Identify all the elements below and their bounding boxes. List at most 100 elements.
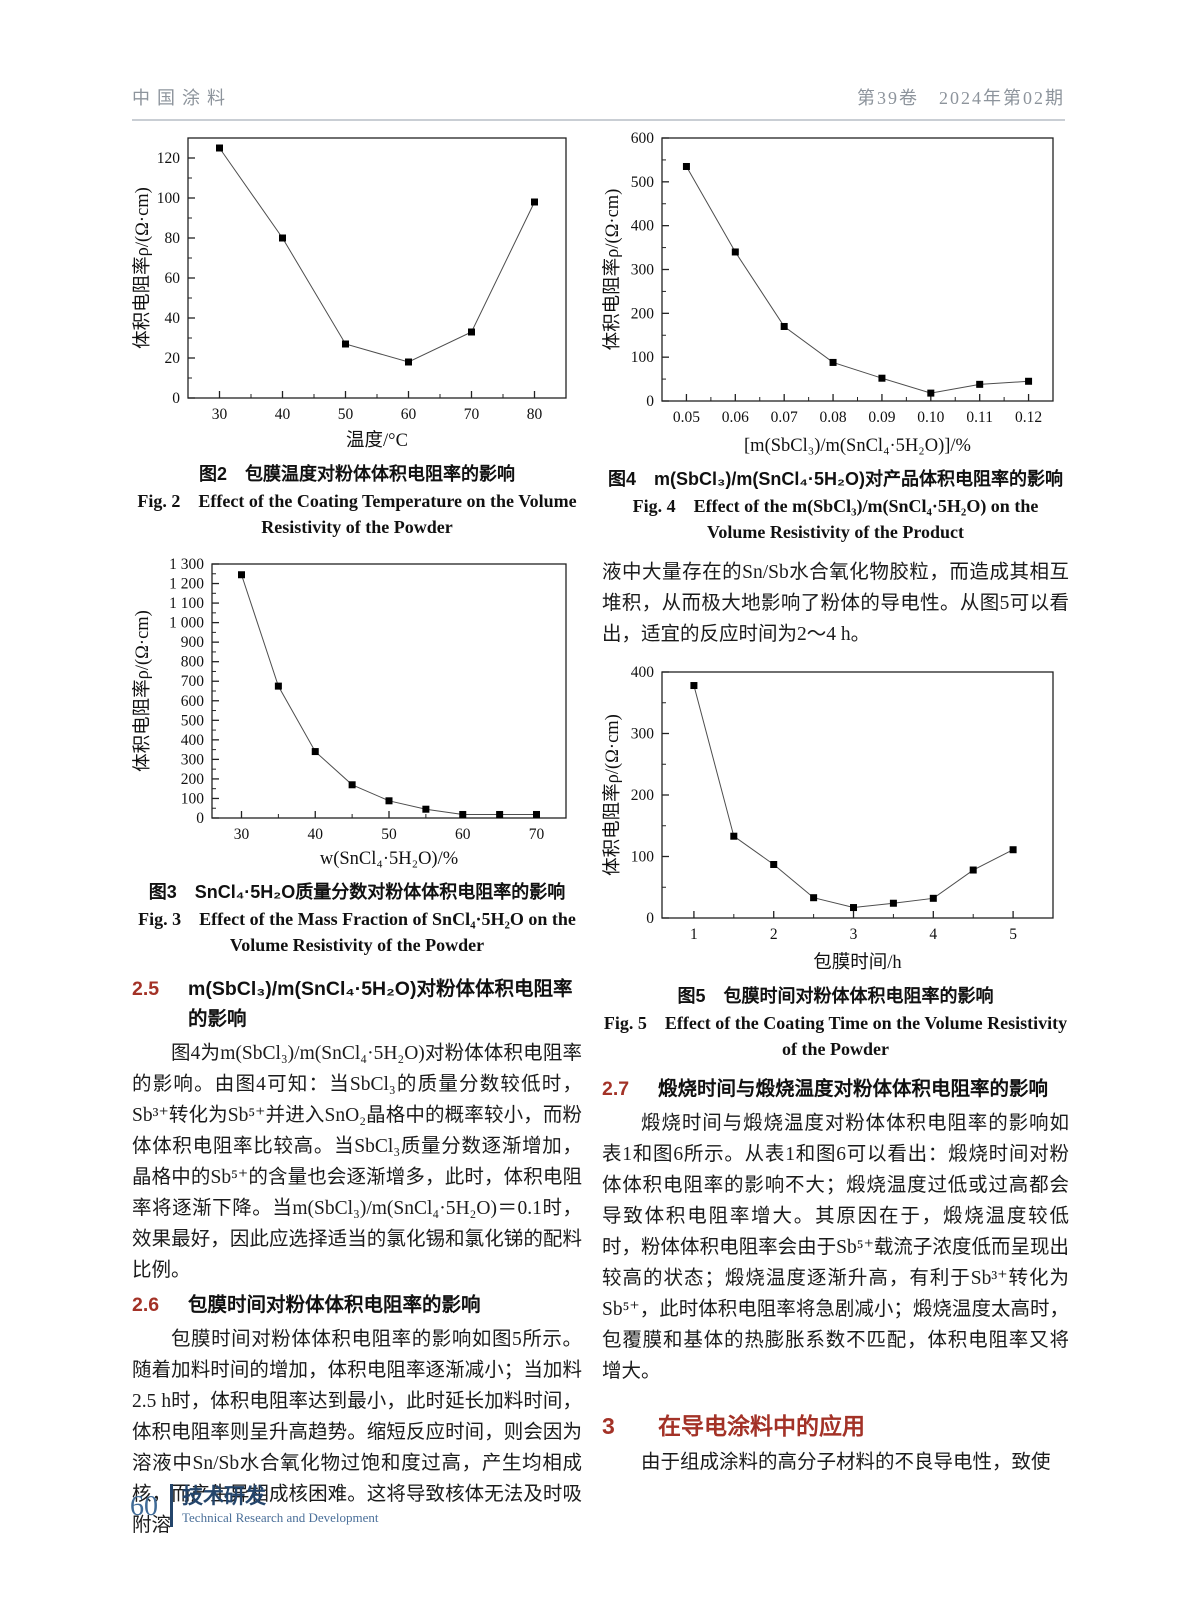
svg-text:0.07: 0.07 — [771, 409, 798, 426]
page-body: 30 40 50 60 70 80 0 20 40 60 80 100 120 温度/°C 体积电阻率ρ/(… — [132, 126, 1069, 1541]
svg-text:0.12: 0.12 — [1015, 409, 1042, 426]
svg-text:1 000: 1 000 — [169, 615, 204, 632]
fig5-caption-en: Fig. 5 Effect of the Coating Time on the… — [603, 1013, 1068, 1059]
fig4-caption-en: Fig. 4 Effect of the m(SbCl₃)/m(SnCl₄·5H… — [632, 496, 1039, 542]
svg-text:1 300: 1 300 — [169, 556, 204, 573]
fig3-caption-cn: 图3 SnCl₄·5H₂O质量分数对粉体体积电阻率的影响 — [148, 882, 566, 902]
section-2-7-number: 2.7 — [602, 1078, 630, 1100]
footer-section-en: Technical Research and Development — [182, 1510, 379, 1525]
svg-text:50: 50 — [381, 826, 397, 843]
fig4-line-chart: 0.05 0.06 0.07 0.08 0.09 0.10 0.11 0.12 0 100 200 3… — [602, 130, 1054, 456]
section-3-paragraph: 由于组成涂料的高分子材料的不良导电性，致使 — [641, 1452, 1051, 1473]
svg-text:40: 40 — [308, 826, 324, 843]
fig5-line-chart: 1 2 3 4 5 0 100 200 300 400 包膜时间/h 体积电阻率ρ/(Ω·cm) — [602, 664, 1054, 973]
right-column: 0.05 0.06 0.07 0.08 0.09 0.10 0.11 0.12 0 100 200 3… — [602, 126, 1069, 1541]
svg-text:300: 300 — [631, 262, 655, 279]
svg-text:60: 60 — [165, 270, 181, 287]
page-footer: 60 技术研发 Technical Research and Developme… — [130, 1484, 379, 1527]
section-2-6-title: 包膜时间对粉体体积电阻率的影响 — [188, 1294, 481, 1316]
svg-text:0: 0 — [196, 810, 204, 827]
svg-text:70: 70 — [529, 826, 545, 843]
svg-text:300: 300 — [181, 751, 205, 768]
footer-divider-bar — [170, 1484, 173, 1527]
volume-issue: 第39卷 2024年第02期 — [857, 88, 1065, 108]
page-number: 60 — [130, 1491, 158, 1522]
svg-text:400: 400 — [631, 664, 655, 681]
fig5-caption-cn: 图5 包膜时间对粉体体积电阻率的影响 — [677, 986, 994, 1006]
svg-text:0: 0 — [172, 390, 180, 407]
svg-text:900: 900 — [181, 634, 205, 651]
svg-text:120: 120 — [157, 150, 181, 167]
journal-title: 中国涂料 — [132, 88, 232, 108]
svg-text:0.09: 0.09 — [868, 409, 895, 426]
footer-section-cn: 技术研发 — [182, 1485, 266, 1508]
section-2-5-paragraph: 图4为m(SbCl₃)/m(SnCl₄·5H₂O)对粉体体积电阻率的影响。由图4… — [132, 1043, 582, 1281]
svg-text:400: 400 — [631, 218, 655, 235]
footer-section: 技术研发 Technical Research and Development — [182, 1484, 379, 1527]
svg-text:体积电阻率ρ/(Ω·cm): 体积电阻率ρ/(Ω·cm) — [602, 189, 623, 351]
svg-text:500: 500 — [631, 174, 655, 191]
svg-text:600: 600 — [181, 693, 205, 710]
fig2-caption-en: Fig. 2 Effect of the Coating Temperature… — [137, 491, 577, 537]
left-column: 30 40 50 60 70 80 0 20 40 60 80 100 120 温度/°C 体积电阻率ρ/(… — [132, 126, 582, 1541]
svg-text:w(SnCl₄·5H₂O)/%: w(SnCl₄·5H₂O)/% — [320, 849, 458, 869]
svg-text:0: 0 — [646, 393, 654, 410]
fig4-caption-cn: 图4 m(SbCl₃)/m(SnCl₄·5H₂O)对产品体积电阻率的影响 — [608, 469, 1063, 489]
section-2-5-heading: 2.5 m(SbCl₃)/m(SnCl₄·5H₂O)对粉体体积电阻率的影响 — [132, 974, 582, 1034]
svg-text:0: 0 — [646, 910, 654, 927]
section-2-6-continuation-paragraph: 液中大量存在的Sn/Sb水合氧化物胶粒，而造成其相互堆积，从而极大地影响了粉体的… — [602, 562, 1069, 645]
svg-text:温度/°C: 温度/°C — [346, 430, 408, 451]
section-3-heading: 3 在导电涂料中的应用 — [602, 1409, 1069, 1443]
svg-text:60: 60 — [455, 826, 471, 843]
svg-text:包膜时间/h: 包膜时间/h — [813, 952, 901, 973]
svg-text:1 200: 1 200 — [169, 576, 204, 593]
svg-text:体积电阻率ρ/(Ω·cm): 体积电阻率ρ/(Ω·cm) — [132, 610, 153, 772]
svg-text:70: 70 — [464, 406, 480, 423]
fig4-caption: 图4 m(SbCl₃)/m(SnCl₄·5H₂O)对产品体积电阻率的影响 Fig… — [602, 466, 1069, 545]
section-2-7-paragraph: 煅烧时间与煅烧温度对粉体体积电阻率的影响如表1和图6所示。从表1和图6可以看出：… — [602, 1113, 1069, 1382]
svg-text:5: 5 — [1009, 926, 1017, 943]
svg-text:100: 100 — [181, 790, 205, 807]
section-2-6-number: 2.6 — [132, 1294, 160, 1316]
svg-text:0.06: 0.06 — [722, 409, 749, 426]
svg-text:0.05: 0.05 — [673, 409, 700, 426]
svg-text:300: 300 — [631, 726, 655, 743]
svg-text:[m(SbCl₃)/m(SnCl₄·5H₂O)]/%: [m(SbCl₃)/m(SnCl₄·5H₂O)]/% — [744, 436, 971, 456]
fig3-line-chart: 30 40 50 60 7001002003004005006007008009001 … — [132, 556, 567, 869]
svg-text:0.10: 0.10 — [917, 409, 944, 426]
figure-3: 30 40 50 60 70 0 100 200 300 400 500 600 700 800 900 1 … — [132, 554, 582, 958]
section-2-5-title: m(SbCl₃)/m(SnCl₄·5H₂O)对粉体体积电阻率的影响 — [188, 978, 573, 1030]
svg-text:体积电阻率ρ/(Ω·cm): 体积电阻率ρ/(Ω·cm) — [132, 187, 153, 349]
fig5-caption: 图5 包膜时间对粉体体积电阻率的影响 Fig. 5 Effect of the … — [602, 983, 1069, 1062]
svg-text:40: 40 — [165, 310, 181, 327]
section-2-7-title: 煅烧时间与煅烧温度对粉体体积电阻率的影响 — [658, 1078, 1049, 1100]
fig2-caption: 图2 包膜温度对粉体体积电阻率的影响 Fig. 2 Effect of the … — [132, 461, 582, 540]
svg-text:100: 100 — [631, 349, 655, 366]
figure-2: 30 40 50 60 70 80 0 20 40 60 80 100 120 温度/°C 体积电阻率ρ/(… — [132, 126, 582, 540]
figure-5: 1 2 3 4 5 0 100 200 300 400 包膜时间/h 体积电阻率ρ/(Ω·cm) 图5… — [602, 658, 1069, 1062]
svg-text:体积电阻率ρ/(Ω·cm): 体积电阻率ρ/(Ω·cm) — [602, 714, 623, 876]
svg-text:30: 30 — [234, 826, 250, 843]
svg-text:2: 2 — [770, 926, 778, 943]
fig3-caption-en: Fig. 3 Effect of the Mass Fraction of Sn… — [138, 909, 576, 955]
svg-text:50: 50 — [338, 406, 354, 423]
svg-text:0.08: 0.08 — [820, 409, 847, 426]
svg-text:1: 1 — [690, 926, 698, 943]
svg-text:200: 200 — [631, 787, 655, 804]
svg-text:700: 700 — [181, 673, 205, 690]
section-2-7-heading: 2.7 煅烧时间与煅烧温度对粉体体积电阻率的影响 — [602, 1074, 1069, 1104]
svg-text:500: 500 — [181, 712, 205, 729]
section-3-number: 3 — [602, 1413, 615, 1439]
section-2-6-heading: 2.6 包膜时间对粉体体积电阻率的影响 — [132, 1290, 582, 1320]
fig3-caption: 图3 SnCl₄·5H₂O质量分数对粉体体积电阻率的影响 Fig. 3 Effe… — [132, 879, 582, 958]
svg-text:20: 20 — [165, 350, 181, 367]
fig2-caption-cn: 图2 包膜温度对粉体体积电阻率的影响 — [198, 464, 515, 484]
svg-text:100: 100 — [631, 849, 655, 866]
svg-text:3: 3 — [850, 926, 858, 943]
svg-text:200: 200 — [631, 305, 655, 322]
svg-text:4: 4 — [929, 926, 937, 943]
svg-text:400: 400 — [181, 732, 205, 749]
svg-text:1 100: 1 100 — [169, 595, 204, 612]
section-2-6-paragraph: 包膜时间对粉体体积电阻率的影响如图5所示。随着加料时间的增加，体积电阻率逐渐减小… — [132, 1329, 582, 1536]
svg-text:60: 60 — [401, 406, 417, 423]
